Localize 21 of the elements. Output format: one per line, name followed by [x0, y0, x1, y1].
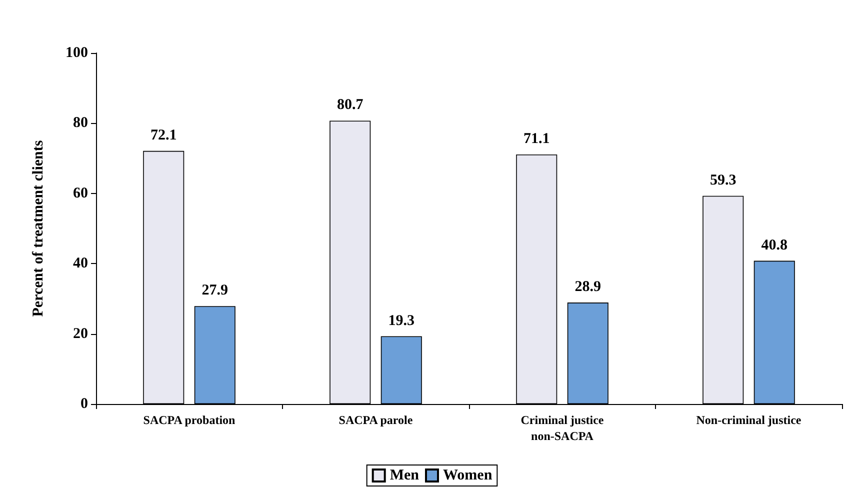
data-label: 72.1: [150, 127, 177, 144]
y-axis-title: Percent of treatment clients: [30, 140, 46, 317]
data-label: 40.8: [761, 237, 788, 254]
x-tick-label: SACPA probation: [143, 413, 236, 427]
x-tick-label: Non-criminal justice: [696, 413, 802, 427]
data-label: 27.9: [202, 282, 228, 299]
y-tick-label: 100: [66, 45, 88, 61]
legend-label: Men: [390, 468, 420, 484]
y-tick-label: 60: [73, 185, 88, 202]
data-label: 28.9: [574, 279, 602, 296]
y-tick-label: 40: [73, 256, 88, 272]
legend-label: Women: [442, 468, 493, 484]
y-tick-label: 0: [80, 396, 88, 412]
y-tick-label: 80: [73, 115, 88, 132]
data-label: 71.1: [523, 130, 550, 147]
y-tick-label: 20: [73, 326, 88, 342]
data-label: 59.3: [710, 172, 736, 188]
x-tick-label: SACPA parole: [338, 413, 414, 427]
data-label: 19.3: [388, 312, 415, 329]
x-tick-label: Criminal justice non-SACPA: [520, 413, 604, 443]
data-label: 80.7: [336, 97, 364, 114]
